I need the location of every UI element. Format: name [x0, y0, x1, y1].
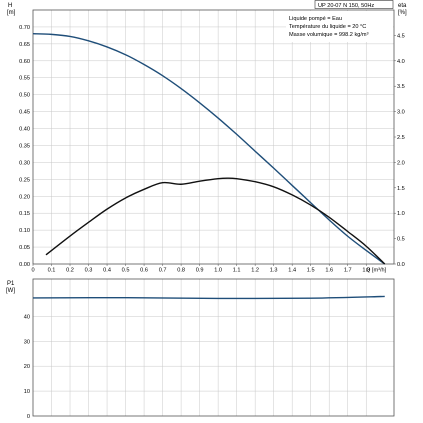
power-tick-label: 30: [24, 339, 30, 345]
y-left-tick-label: 0.65: [19, 42, 30, 48]
y-left-tick-label: 0.15: [19, 211, 30, 217]
y-right-tick-label: 4.5: [397, 33, 405, 39]
y-right-tick-label: 1.5: [397, 186, 405, 192]
y-left-tick-label: 0.55: [19, 76, 30, 82]
y-left-tick-label: 0.00: [19, 262, 30, 268]
x-tick-label: 0.3: [85, 268, 93, 274]
x-tick-label: 1.1: [233, 268, 241, 274]
power-tick-label: 40: [24, 314, 30, 320]
power-label-line1: P1: [7, 281, 15, 287]
y-left-tick-label: 0.20: [19, 194, 30, 200]
annotation-density: Masse volumique = 998.2 kg/m³: [289, 32, 369, 38]
top-grid: [32, 10, 396, 266]
annotation-temperature: Température du liquide = 20 °C: [289, 24, 366, 30]
y-right-label-line2: [%]: [398, 10, 407, 16]
y-right-tick-label: 4.0: [397, 59, 405, 65]
power-curve-line: [32, 295, 385, 300]
y-right-tick-label: 0.5: [397, 237, 405, 243]
x-tick-label: 0.9: [196, 268, 204, 274]
y-left-tick-label: 0.35: [19, 143, 30, 149]
x-tick-label: 1.7: [344, 268, 352, 274]
power-tick-label: 20: [24, 364, 30, 370]
y-right-tick-label: 3.0: [397, 110, 405, 116]
y-right-tick-label: 1.0: [397, 211, 405, 217]
y-left-tick-label: 0.70: [19, 25, 30, 31]
chart-title: UP 20-07 N 150, 50Hz: [318, 3, 374, 9]
title-box: UP 20-07 N 150, 50Hz: [314, 0, 394, 9]
y-left-tick-label: 0.30: [19, 160, 30, 166]
y-right-tick-label: 2.0: [397, 160, 405, 166]
x-tick-labels: 0 0.1 0.2 0.3 0.4 0.5 0.6 0.7 0.8 0.9 1.0 1.1 1.2 1.3…: [31, 268, 370, 274]
x-tick-label: 1.2: [251, 268, 259, 274]
x-tick-label: 0.5: [122, 268, 130, 274]
x-tick-label: 0.1: [48, 268, 56, 274]
power-tick-label: 10: [24, 389, 30, 395]
y-left-tick-label: 0.60: [19, 59, 30, 65]
y-left-tick-label: 0.45: [19, 110, 30, 116]
y-left-tick-label: 0.05: [19, 245, 30, 251]
power-tick-label: 0: [27, 414, 30, 420]
y-right-label-line1: eta: [398, 3, 407, 9]
head-curve-line: [32, 33, 386, 265]
y-right-tick-label: 3.5: [397, 84, 405, 90]
y-left-tick-label: 0.10: [19, 228, 30, 234]
x-axis-label: Q [m³/h]: [366, 268, 387, 274]
x-tick-label: 1.6: [325, 268, 333, 274]
x-tick-label: 1.4: [288, 268, 296, 274]
x-tick-label: 1.5: [307, 268, 315, 274]
bottom-plot-frame: [32, 278, 395, 417]
y-left-label-line1: H: [8, 3, 12, 9]
x-tick-label: 0.4: [103, 268, 111, 274]
x-tick-label: 1.3: [270, 268, 278, 274]
series-layer: [32, 33, 386, 300]
efficiency-curve-line: [45, 177, 386, 265]
bottom-grid: [33, 279, 394, 416]
title-box-border: [314, 0, 394, 9]
x-tick-label: 0.7: [159, 268, 167, 274]
x-tick-label: 0.6: [140, 268, 148, 274]
x-tick-label: 1.0: [214, 268, 222, 274]
x-tick-label: 1.8: [362, 268, 370, 274]
y-left-label-line2: [m]: [7, 10, 16, 16]
y-left-tick-label: 0.25: [19, 177, 30, 183]
y-left-tick-label: 0.50: [19, 93, 30, 99]
power-label-line2: [W]: [6, 288, 15, 294]
y-left-tick-labels: 0.00 0.05 0.10 0.15 0.20 0.25 0.30 0.35 0.40 0.45…: [19, 25, 30, 268]
x-tick-label: 0.8: [177, 268, 185, 274]
y-right-tick-label: 0.0: [397, 262, 405, 268]
conditions-box: Liquide pompé = Eau Température du liqui…: [286, 11, 393, 42]
annotation-liquid: Liquide pompé = Eau: [289, 16, 342, 22]
y-right-tick-labels: 0.0 0.5 1.0 1.5 2.0 2.5 3.0 3.5 4.0 4.5: [397, 33, 405, 268]
x-tick-label: 0.2: [66, 268, 74, 274]
power-tick-labels: 0 10 20 30 40: [24, 314, 30, 420]
y-right-tick-label: 2.5: [397, 135, 405, 141]
top-plot-frame: [32, 9, 395, 265]
conditions-box-bg: [286, 11, 393, 42]
x-tick-label: 0: [31, 268, 34, 274]
y-left-tick-label: 0.40: [19, 127, 30, 133]
